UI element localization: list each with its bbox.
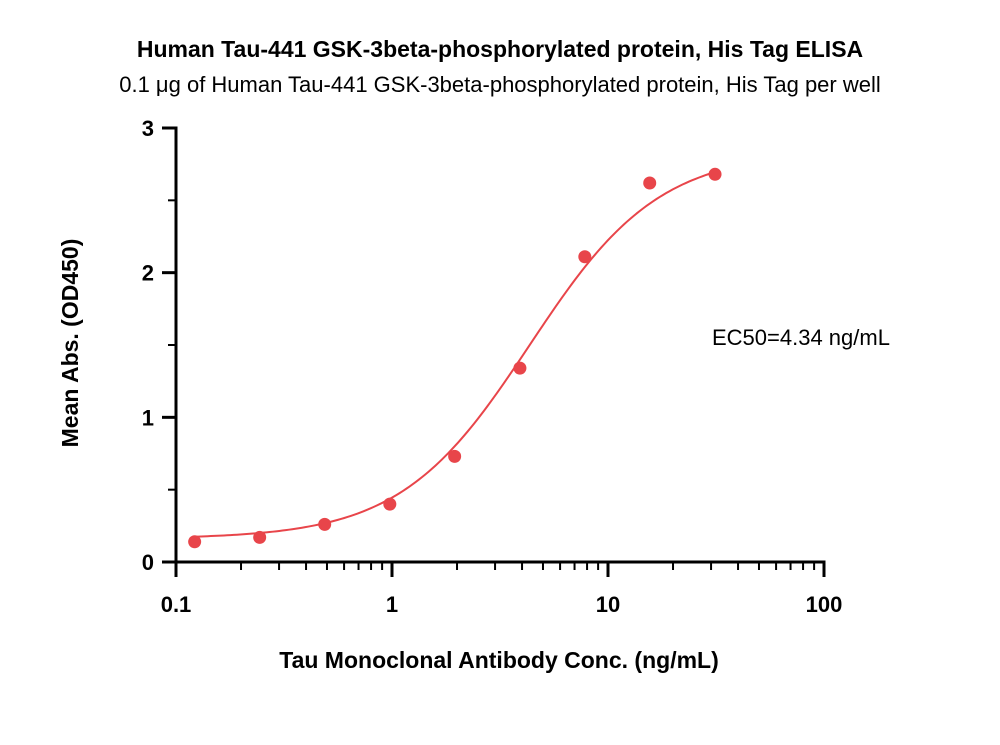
data-point bbox=[578, 250, 592, 264]
data-point bbox=[448, 449, 462, 463]
chart-title: Human Tau-441 GSK-3beta-phosphorylated p… bbox=[136, 36, 864, 62]
data-point bbox=[513, 361, 527, 375]
x-tick-label: 0.1 bbox=[161, 592, 192, 617]
fit-curve bbox=[194, 171, 716, 538]
data-point bbox=[643, 176, 657, 190]
y-tick-label: 3 bbox=[142, 116, 154, 141]
y-tick-label: 1 bbox=[142, 405, 154, 430]
data-point bbox=[188, 535, 202, 549]
data-point bbox=[318, 517, 332, 531]
data-point bbox=[383, 497, 397, 511]
tick-labels: 0 1 2 3 0.1 1 10 100 bbox=[142, 116, 843, 617]
chart-subtitle: 0.1 μg of Human Tau-441 GSK-3beta-phosph… bbox=[119, 72, 881, 97]
data-points bbox=[188, 167, 722, 549]
ec50-annotation: EC50=4.34 ng/mL bbox=[712, 325, 890, 350]
data-point bbox=[708, 167, 722, 181]
x-tick-label: 100 bbox=[806, 592, 843, 617]
x-tick-label: 1 bbox=[386, 592, 398, 617]
data-point bbox=[253, 530, 267, 544]
axes bbox=[162, 126, 826, 577]
y-axis-title: Mean Abs. (OD450) bbox=[57, 239, 83, 448]
x-tick-label: 10 bbox=[596, 592, 620, 617]
y-tick-label: 2 bbox=[142, 261, 154, 286]
y-tick-label: 0 bbox=[142, 550, 154, 575]
x-axis-title: Tau Monoclonal Antibody Conc. (ng/mL) bbox=[279, 647, 719, 673]
